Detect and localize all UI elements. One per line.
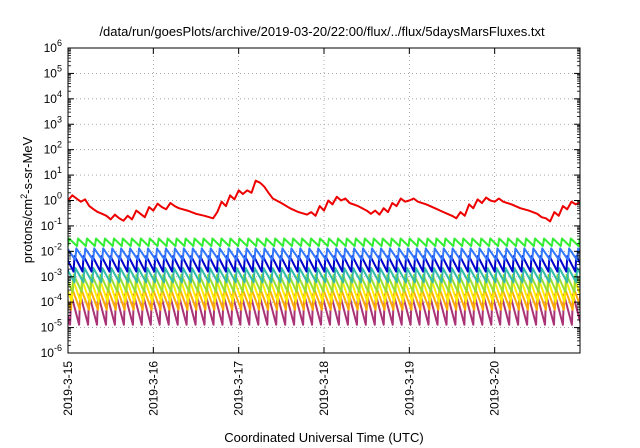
series-line-red xyxy=(68,179,580,223)
y-tick-exponent: 0 xyxy=(57,191,62,201)
x-tick-label: 2019-3-17 xyxy=(232,361,246,416)
y-tick-base: 10 xyxy=(41,270,55,284)
series-line xyxy=(68,255,580,273)
y-tick-label: 101 xyxy=(44,165,62,182)
y-axis-label-rest: -s-sr-MeV xyxy=(20,136,35,193)
y-axis-label-sup: 2 xyxy=(19,194,29,199)
x-axis-label: Coordinated Universal Time (UTC) xyxy=(224,430,423,445)
y-tick-base: 10 xyxy=(44,143,58,157)
y-tick-exponent: -3 xyxy=(54,267,62,277)
y-tick-base: 10 xyxy=(41,219,55,233)
y-tick-exponent: 3 xyxy=(57,114,62,124)
chart-title: /data/run/goesPlots/archive/2019-03-20/2… xyxy=(99,24,545,39)
y-tick-label: 10-5 xyxy=(41,318,62,335)
y-tick-exponent: -6 xyxy=(54,343,62,353)
y-tick-label: 104 xyxy=(44,89,62,106)
y-tick-base: 10 xyxy=(41,244,55,258)
x-axis: 2019-3-15 2019-3-16 2019-3-17 2019-3-18 2019… xyxy=(61,48,502,416)
y-tick-exponent: 2 xyxy=(57,140,62,150)
y-tick-base: 10 xyxy=(41,295,55,309)
y-axis-label-base: protons/cm xyxy=(20,199,35,263)
y-tick-exponent: 5 xyxy=(57,63,62,73)
series-layer xyxy=(68,179,580,326)
x-tick-label: 2019-3-18 xyxy=(317,361,331,416)
y-tick-base: 10 xyxy=(41,346,55,360)
x-tick-label: 2019-3-20 xyxy=(488,361,502,416)
y-tick-label: 10-4 xyxy=(41,292,62,309)
y-tick-exponent: -4 xyxy=(54,292,62,302)
y-tick-base: 10 xyxy=(44,168,58,182)
y-tick-base: 10 xyxy=(44,117,58,131)
series-line xyxy=(68,273,580,294)
y-tick-label: 103 xyxy=(44,114,62,131)
y-tick-label: 100 xyxy=(44,191,62,208)
y-tick-base: 10 xyxy=(41,321,55,335)
y-tick-exponent: 1 xyxy=(57,165,62,175)
series-line xyxy=(68,237,580,248)
y-tick-label: 105 xyxy=(44,63,62,80)
y-tick-base: 10 xyxy=(44,66,58,80)
series-line xyxy=(68,247,580,262)
x-tick-label: 2019-3-16 xyxy=(146,361,160,416)
y-tick-label: 10-6 xyxy=(41,343,62,360)
y-tick-label: 102 xyxy=(44,140,62,157)
y-tick-exponent: -5 xyxy=(54,318,62,328)
y-tick-label: 106 xyxy=(44,38,62,55)
x-tick-label: 2019-3-19 xyxy=(402,361,416,416)
y-tick-exponent: -1 xyxy=(54,216,62,226)
y-tick-exponent: 4 xyxy=(57,89,62,99)
y-tick-label: 10-1 xyxy=(41,216,62,233)
y-axis-label: protons/cm2-s-sr-MeV xyxy=(19,136,35,263)
series-line xyxy=(68,267,580,284)
y-tick-label: 10-2 xyxy=(41,241,62,258)
x-tick-label: 2019-3-15 xyxy=(61,361,75,416)
y-tick-label: 10-3 xyxy=(41,267,62,284)
y-tick-exponent: 6 xyxy=(57,38,62,48)
y-axis: 10-610-510-410-310-210-11001011021031041… xyxy=(41,38,580,360)
y-tick-exponent: -2 xyxy=(54,241,62,251)
y-tick-base: 10 xyxy=(44,92,58,106)
y-tick-base: 10 xyxy=(44,194,58,208)
y-tick-base: 10 xyxy=(44,41,58,55)
